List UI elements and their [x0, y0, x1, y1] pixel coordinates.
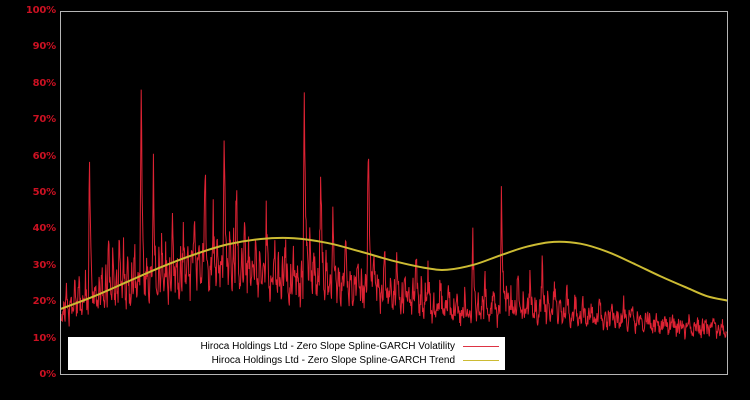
- chart-legend: Hiroca Holdings Ltd - Zero Slope Spline-…: [68, 337, 505, 370]
- y-axis-tick-label: 80%: [32, 77, 57, 89]
- volatility-series-path: [61, 90, 727, 340]
- series-canvas: [61, 12, 727, 374]
- y-axis-tick-label: 60%: [32, 150, 57, 162]
- legend-label-volatility: Hiroca Holdings Ltd - Zero Slope Spline-…: [200, 340, 455, 352]
- legend-label-trend: Hiroca Holdings Ltd - Zero Slope Spline-…: [211, 354, 455, 366]
- legend-swatch-volatility: [463, 346, 499, 347]
- legend-item-trend[interactable]: Hiroca Holdings Ltd - Zero Slope Spline-…: [68, 354, 501, 368]
- y-axis-tick-label: 30%: [32, 259, 57, 271]
- y-axis-tick-label: 70%: [32, 114, 57, 126]
- y-axis-tick-label: 20%: [32, 296, 57, 308]
- legend-item-volatility[interactable]: Hiroca Holdings Ltd - Zero Slope Spline-…: [68, 340, 501, 354]
- y-axis: 100% 90% 80% 70% 60% 50% 40% 30% 20% 10% 0%: [0, 0, 56, 400]
- y-axis-tick-label: 0%: [39, 369, 56, 380]
- y-axis-tick-label: 10%: [32, 332, 57, 344]
- trend-series-path: [61, 238, 727, 309]
- y-axis-tick-label: 90%: [32, 41, 57, 53]
- y-axis-tick-label: 100%: [25, 5, 56, 16]
- y-axis-tick-label: 40%: [32, 223, 57, 235]
- legend-swatch-trend: [463, 360, 499, 361]
- y-axis-tick-label: 50%: [32, 187, 57, 198]
- plot-area: [60, 11, 728, 375]
